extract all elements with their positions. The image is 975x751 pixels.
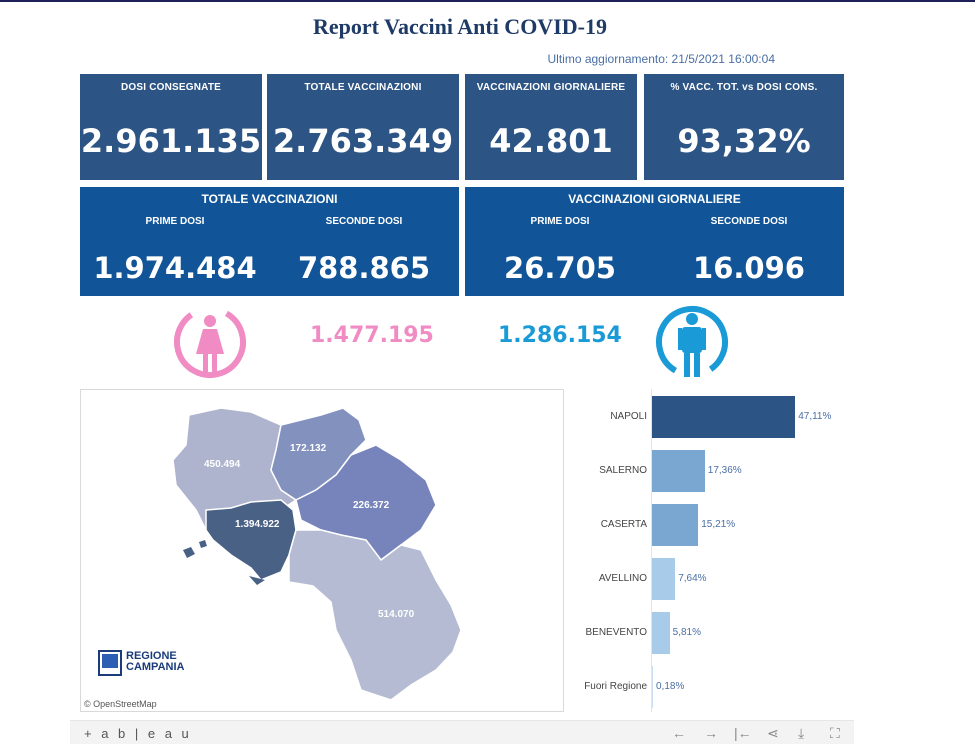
bar-category-label: Fuori Regione	[584, 681, 647, 692]
second-dose-label: SECONDE DOSI	[325, 216, 403, 227]
bar-value-label: 17,36%	[707, 465, 742, 476]
redo-icon[interactable]: →	[704, 725, 718, 741]
first-dose-label: PRIME DOSI	[145, 216, 205, 227]
bar-value-label: 0,18%	[656, 681, 685, 692]
map-label-avellino: 226.372	[353, 500, 390, 511]
bar-axis-line	[651, 389, 652, 712]
bar-category-label: NAPOLI	[610, 411, 647, 422]
bar-row[interactable]: Fuori Regione 0,18%	[583, 666, 843, 708]
tableau-toolbar: + a b | e a u ← → |← ⋖ ⤓ ⛶	[70, 720, 854, 744]
kpi-value: 2.763.349	[272, 122, 454, 160]
kpi-label: % VACC. TOT. vs DOSI CONS.	[670, 82, 818, 93]
kpi-value: 93,32%	[677, 122, 811, 160]
bar-row[interactable]: BENEVENTO 5,81%	[583, 612, 843, 654]
second-dose-label: SECONDE DOSI	[710, 216, 788, 227]
first-dose-value: 26.705	[504, 251, 616, 285]
bar-category-label: SALERNO	[599, 465, 647, 476]
first-dose-label: PRIME DOSI	[530, 216, 590, 227]
bar-mark[interactable]	[652, 396, 796, 438]
revert-icon[interactable]: |←	[734, 725, 752, 741]
kpi-dosi-consegnate: DOSI CONSEGNATE 2.961.135	[80, 74, 262, 180]
bar-mark[interactable]	[652, 450, 705, 492]
region-logo: REGIONE CAMPANIA	[126, 651, 184, 673]
panel-title: TOTALE VACCINAZIONI	[201, 192, 338, 206]
map-label-caserta: 450.494	[204, 459, 241, 470]
bar-mark[interactable]	[652, 666, 653, 708]
first-dose-value: 1.974.484	[93, 251, 257, 285]
map-region-napoli	[205, 499, 297, 581]
bar-category-label: CASERTA	[600, 519, 647, 530]
fullscreen-icon[interactable]: ⛶	[830, 725, 840, 741]
bar-value-label: 7,64%	[678, 573, 707, 584]
province-bar-chart: NAPOLI 47,11% SALERNO 17,36% CASERTA 15,21% AV…	[583, 389, 843, 712]
tableau-logo[interactable]: + a b | e a u	[84, 726, 192, 741]
kpi-label: VACCINAZIONI GIORNALIERE	[476, 82, 626, 93]
map-label-napoli: 1.394.922	[235, 519, 280, 530]
kpi-totale-vaccinazioni: TOTALE VACCINAZIONI 2.763.349	[267, 74, 459, 180]
map-label-salerno: 514.070	[378, 609, 415, 620]
bar-category-label: AVELLINO	[598, 573, 647, 584]
download-icon[interactable]: ⤓	[798, 725, 805, 741]
bar-value-label: 47,11%	[798, 411, 832, 422]
male-icon	[656, 306, 728, 378]
panel-vaccinazioni-giornaliere: VACCINAZIONI GIORNALIERE PRIME DOSI 26.7…	[465, 187, 844, 296]
second-dose-value: 788.865	[297, 251, 431, 285]
panel-title: VACCINAZIONI GIORNALIERE	[568, 192, 741, 206]
bar-row[interactable]: SALERNO 17,36%	[583, 450, 843, 492]
share-icon[interactable]: ⋖	[767, 725, 779, 741]
page-title: Report Vaccini Anti COVID-19	[313, 14, 607, 39]
bar-value-label: 5,81%	[672, 627, 702, 638]
kpi-value: 2.961.135	[80, 122, 262, 160]
region-logo-line2: CAMPANIA	[126, 661, 185, 673]
bar-row[interactable]: CASERTA 15,21%	[583, 504, 843, 546]
map-region-napoli-islands	[183, 540, 265, 585]
campania-map[interactable]: 450.494 172.132 226.372 1.394.922 514.07…	[80, 389, 564, 712]
female-icon	[174, 306, 246, 378]
panel-totale-vaccinazioni: TOTALE VACCINAZIONI PRIME DOSI 1.974.484…	[80, 187, 459, 296]
bar-mark[interactable]	[652, 558, 676, 600]
map-label-benevento: 172.132	[290, 443, 327, 454]
female-count: 1.477.195	[310, 323, 434, 348]
kpi-percent-vacc: % VACC. TOT. vs DOSI CONS. 93,32%	[644, 74, 844, 180]
second-dose-value: 16.096	[693, 251, 805, 285]
map-region-salerno	[288, 529, 462, 701]
kpi-vaccinazioni-giornaliere: VACCINAZIONI GIORNALIERE 42.801	[465, 74, 637, 180]
map-regions	[172, 407, 462, 701]
region-logo-shield-icon	[98, 650, 122, 676]
top-border	[0, 0, 975, 2]
last-update-text: Ultimo aggiornamento: 21/5/2021 16:00:04	[547, 52, 776, 66]
bar-row[interactable]: AVELLINO 7,64%	[583, 558, 843, 600]
region-logo-line1: REGIONE	[126, 650, 177, 662]
male-count: 1.286.154	[498, 323, 622, 348]
bar-row[interactable]: NAPOLI 47,11%	[583, 396, 843, 438]
undo-icon[interactable]: ←	[672, 725, 686, 741]
bar-value-label: 15,21%	[701, 519, 736, 530]
kpi-label: TOTALE VACCINAZIONI	[304, 82, 422, 93]
kpi-value: 42.801	[489, 122, 613, 160]
bar-mark[interactable]	[652, 504, 699, 546]
bar-category-label: BENEVENTO	[585, 627, 648, 638]
bar-mark[interactable]	[652, 612, 670, 654]
map-credit[interactable]: © OpenStreetMap	[84, 699, 157, 709]
kpi-label: DOSI CONSEGNATE	[120, 82, 222, 93]
